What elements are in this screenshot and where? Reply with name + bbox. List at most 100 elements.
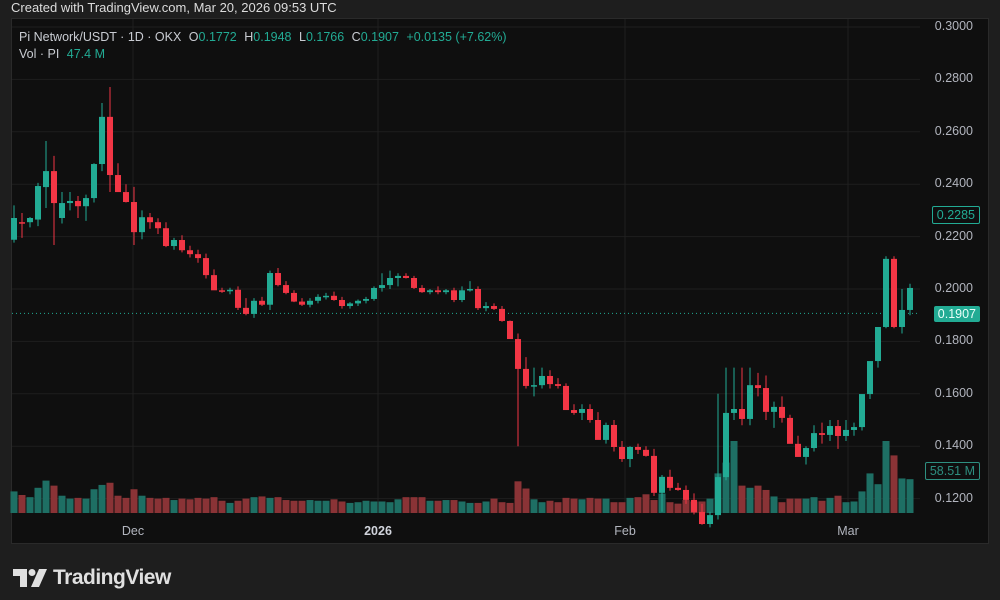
symbol-title[interactable]: Pi Network/USDT · 1D · OKX [19,30,182,44]
volume-bar [194,497,202,513]
candle-body [371,287,377,299]
chart-panel[interactable] [11,18,989,544]
low-value: 0.1766 [305,30,345,44]
volume-bar [754,485,762,513]
last-price-badge: 0.2285 [931,206,980,224]
candle-body [723,412,729,478]
candle-body [555,384,561,386]
candle-body [243,307,249,314]
volume-bar [554,502,562,513]
volume-bar [498,502,506,513]
volume-bar [178,498,186,513]
candle-body [667,476,673,488]
volume-bar [514,481,522,513]
candle-body [451,290,457,301]
volume-bar [746,487,754,513]
volume-bar [802,498,810,513]
candle-body [363,298,369,301]
volume-bar [826,497,834,513]
candle-body [595,420,601,440]
candle-body [339,300,345,307]
candle-body [763,388,769,412]
volume-bar [442,500,450,513]
volume-bar [722,462,730,513]
volume-bar [210,497,218,513]
volume-bar [362,500,370,513]
volume-bar [58,495,66,513]
candle-body [611,424,617,447]
volume-bar [618,502,626,513]
candle-body [299,301,305,305]
candle-body [219,290,225,292]
candle-body [67,200,73,204]
volume-bar [314,500,322,513]
time-tick: Dec [121,524,145,538]
candle-body [523,368,529,386]
candle-body [731,408,737,413]
candle-body [203,258,209,276]
volume-bar [602,498,610,513]
volume-bar [154,498,162,513]
volume-bar [346,502,354,513]
volume-bar [594,498,602,513]
volume-bar [234,500,242,513]
volume-bar [450,500,458,513]
candle-body [411,277,417,288]
volume-bar [402,497,410,513]
candle-body [459,290,465,301]
volume-bar [394,499,402,513]
candle-body [123,192,129,203]
price-tick: 0.2600 [934,123,973,138]
candle-body [771,406,777,412]
candle-body [491,306,497,309]
volume-bar [482,501,490,513]
low-label: L [299,30,306,44]
candle-body [851,427,857,430]
volume-bar [890,455,898,513]
candle-body [51,171,57,204]
volume-bar [82,498,90,513]
volume-bar [634,497,642,513]
candle-body [571,410,577,413]
candle-body [131,202,137,233]
volume-bar [506,502,514,513]
volume-bar [66,498,74,513]
tradingview-logo[interactable]: TradingView [13,566,171,590]
volume-bar [522,488,530,513]
volume-bar [682,500,690,513]
candle-body [739,408,745,419]
volume-bar [570,498,578,513]
volume-bar [546,500,554,513]
volume-bar [90,489,98,513]
volume-bar [490,498,498,513]
candle-body [699,511,705,525]
candle-body [507,320,513,340]
time-tick: Feb [614,524,636,538]
candle-body [99,116,105,165]
volume-bar [290,500,298,513]
candle-body [251,300,257,314]
volume-bar [794,498,802,513]
volume-bar [858,491,866,513]
candle-body [419,287,425,293]
volume-bar [874,484,882,513]
change-value: +0.0135 (+7.62%) [406,30,507,44]
price-tick: 0.2800 [934,71,973,86]
candle-body [435,290,441,293]
volume-bar [26,497,34,513]
time-tick: Mar [837,524,859,538]
volume-label[interactable]: Vol · PI [19,47,60,61]
open-value: 0.1772 [198,30,237,44]
volume-bar [738,485,746,513]
candle-body [675,487,681,490]
candle-body [547,375,553,385]
volume-bar [778,502,786,513]
candle-body [867,361,873,395]
candle-body [91,164,97,199]
candle-body [171,240,177,247]
volume-bar [10,491,18,513]
price-tick: 0.2400 [934,176,973,191]
volume-bar [138,495,146,513]
volume-bar [162,497,170,513]
